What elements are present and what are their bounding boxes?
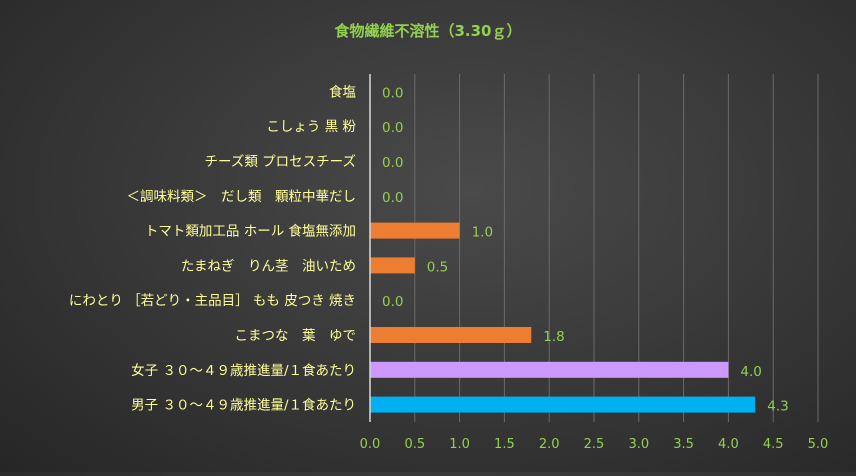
value-label: 0.0: [382, 120, 403, 136]
bar: [370, 222, 460, 239]
value-label: 0.0: [382, 85, 403, 101]
value-label: 0.0: [382, 294, 403, 310]
value-label: 0.0: [382, 190, 403, 206]
gridlines: [414, 74, 819, 422]
category-label: 女子 ３０～４９歳推進量/１食あたり: [131, 362, 356, 379]
value-labels: 0.0 0.0 0.0 0.0 1.0 0.5 0.0 1.8 4.0 4.3: [382, 85, 789, 414]
x-tick-label: 4.5: [763, 437, 784, 452]
bar: [370, 327, 532, 343]
value-label: 0.5: [427, 259, 448, 275]
category-label: 男子 ３０～４９歳推進量/１食あたり: [131, 397, 356, 414]
x-tick-labels: 0.0 0.5 1.0 1.5 2.0 2.5 3.0 3.5 4.0 4.5 5.0: [360, 437, 829, 452]
x-tick-label: 3.0: [628, 437, 649, 452]
x-tick-label: 1.0: [449, 437, 470, 452]
category-label: 食塩: [329, 83, 356, 100]
x-tick-label: 4.0: [718, 437, 739, 452]
bar: [370, 257, 415, 274]
chart-title: 食物繊維不溶性（3.30ｇ）: [334, 22, 521, 41]
category-label: たまねぎ りん茎 油いため: [181, 258, 356, 274]
category-label: にわとり ［若どり・主品目］ もも 皮つき 焼き: [69, 293, 356, 309]
category-label: ＜調味料類＞ だし類 顆粒中華だし: [127, 189, 357, 205]
bar: [370, 361, 729, 378]
x-tick-label: 1.5: [494, 437, 515, 452]
x-tick-label: 2.5: [584, 437, 605, 452]
x-tick-label: 2.0: [539, 437, 560, 452]
category-label: トマト類加工品 ホール 食塩無添加: [145, 223, 356, 240]
x-tick-label: 5.0: [808, 437, 829, 452]
value-label: 1.0: [472, 225, 493, 241]
x-tick-label: 0.5: [404, 437, 425, 452]
category-label: チーズ類 プロセスチーズ: [205, 154, 356, 170]
value-label: 1.8: [543, 329, 564, 345]
x-tick-label: 3.5: [673, 437, 694, 452]
x-tick-label: 0.0: [360, 437, 381, 452]
bar: [370, 396, 756, 413]
bars: [370, 222, 756, 413]
category-label: こしょう 黒 粉: [266, 119, 356, 135]
value-label: 4.0: [740, 364, 761, 380]
value-label: 0.0: [382, 155, 403, 171]
value-label: 4.3: [767, 399, 788, 415]
category-label: こまつな 葉 ゆで: [235, 328, 357, 344]
